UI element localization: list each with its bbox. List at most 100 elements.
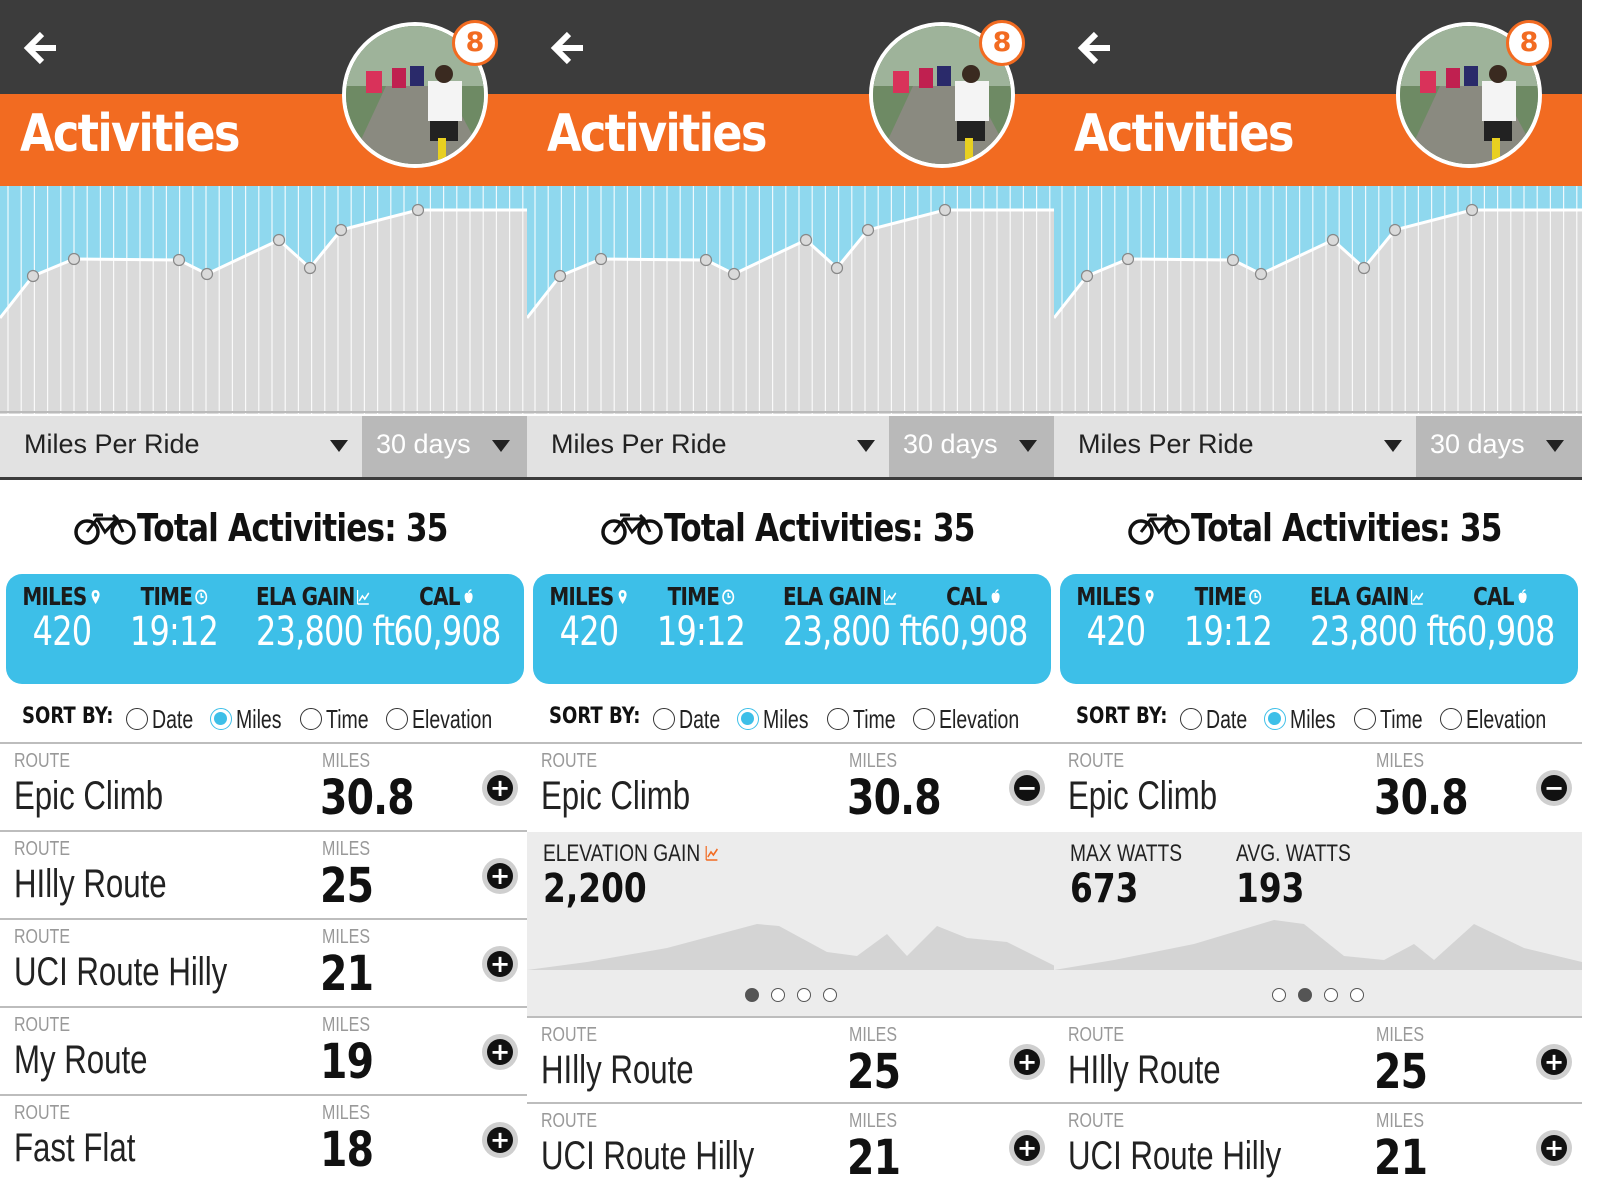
expand-toggle-button[interactable]: − (1536, 770, 1572, 806)
sort-by-bar: SORT BY: Date Miles Time Elevation (22, 700, 528, 736)
expand-toggle-button[interactable]: + (1009, 1130, 1045, 1166)
activity-row[interactable]: ROUTE UCI Route Hilly MILES 21 + (0, 918, 528, 1006)
expand-toggle-button[interactable]: + (482, 770, 518, 806)
route-caption: ROUTE (1068, 750, 1124, 772)
chart-point (272, 233, 286, 247)
stat-label-text: TIME (1194, 582, 1247, 611)
activity-row-expanded[interactable]: ROUTE Epic Climb MILES 30.8 − (527, 742, 1055, 832)
chart-point (830, 261, 844, 275)
detail-metric-label: ELEVATION GAIN (543, 840, 718, 868)
bicycle-icon (600, 511, 664, 545)
chart-point (303, 261, 317, 275)
back-arrow-icon[interactable] (1076, 28, 1116, 68)
page-dot[interactable] (823, 988, 837, 1002)
page-dot[interactable] (797, 988, 811, 1002)
page-dot[interactable] (1298, 988, 1312, 1002)
route-caption: ROUTE (14, 926, 70, 948)
activity-row[interactable]: ROUTE HIlly Route MILES 25 + (527, 1016, 1055, 1102)
page-dot[interactable] (1324, 988, 1338, 1002)
page-dot[interactable] (745, 988, 759, 1002)
detail-metric-value: 193 (1236, 866, 1305, 912)
page-dot[interactable] (771, 988, 785, 1002)
expand-toggle-button[interactable]: + (1009, 1044, 1045, 1080)
miles-value: 18 (320, 1122, 374, 1178)
radio-circle (1180, 708, 1202, 730)
activity-row[interactable]: ROUTE Fast Flat MILES 18 + (0, 1094, 528, 1182)
page-indicator (527, 988, 1055, 1008)
map-pin-icon (618, 590, 627, 604)
filter-bar: Miles Per Ride 30 days (1054, 416, 1582, 480)
activity-row[interactable]: ROUTE HIlly Route MILES 25 + (1054, 1016, 1582, 1102)
chart-point (938, 203, 952, 217)
page-dot[interactable] (1350, 988, 1364, 1002)
notification-badge[interactable]: 8 (979, 20, 1025, 66)
chart-point (334, 223, 348, 237)
toggle-symbol: + (1541, 1135, 1567, 1161)
chart-point (727, 267, 741, 281)
range-dropdown[interactable]: 30 days (1416, 416, 1582, 477)
route-caption: ROUTE (14, 750, 70, 772)
stat-label: MILES (533, 582, 645, 611)
sort-radio-label: Date (1206, 704, 1248, 734)
sort-by-bar: SORT BY: Date Miles Time Elevation (549, 700, 1055, 736)
map-pin-icon (91, 590, 100, 604)
back-arrow-icon[interactable] (549, 28, 589, 68)
activity-row[interactable]: ROUTE UCI Route Hilly MILES 21 + (1054, 1102, 1582, 1185)
stat-label-text: ELA GAIN (256, 582, 355, 611)
metric-dropdown[interactable]: Miles Per Ride (0, 416, 362, 477)
route-name: HIlly Route (1068, 1048, 1221, 1092)
metric-dropdown-value: Miles Per Ride (24, 429, 200, 459)
stat-value: 60,908 (1447, 609, 1555, 655)
activity-row[interactable]: ROUTE HIlly Route MILES 25 + (0, 830, 528, 918)
sort-radio-label: Elevation (939, 704, 1020, 734)
back-arrow-icon[interactable] (22, 28, 62, 68)
toggle-symbol: + (487, 1127, 513, 1153)
activity-row-expanded[interactable]: ROUTE Epic Climb MILES 30.8 − (1054, 742, 1582, 832)
apple-icon (464, 589, 473, 604)
activity-row[interactable]: ROUTE My Route MILES 19 + (0, 1006, 528, 1094)
metric-dropdown[interactable]: Miles Per Ride (1054, 416, 1416, 477)
radio-circle (1440, 708, 1462, 730)
expand-toggle-button[interactable]: + (1536, 1130, 1572, 1166)
radio-circle (210, 708, 232, 730)
activities-screen: Activities 8 Miles Per Ride 30 days Total Ac… (0, 0, 528, 1185)
notification-badge[interactable]: 8 (1506, 20, 1552, 66)
activity-detail-panel[interactable]: MAX WATTS 673 AVG. WATTS 193 (1054, 832, 1582, 1018)
total-activities: Total Activities: 35 (1054, 506, 1582, 556)
page-dot[interactable] (1272, 988, 1286, 1002)
trend-icon (705, 846, 718, 861)
expand-toggle-button[interactable]: + (482, 946, 518, 982)
route-caption: ROUTE (541, 1110, 597, 1132)
stat-value: 19:12 (1183, 609, 1273, 655)
stat-value: 23,800 ft (256, 609, 395, 655)
expand-toggle-button[interactable]: + (482, 1034, 518, 1070)
detail-metric-value: 673 (1070, 866, 1139, 912)
miles-caption: MILES (849, 750, 898, 772)
chevron-down-icon (492, 440, 510, 452)
activity-row[interactable]: ROUTE UCI Route Hilly MILES 21 + (527, 1102, 1055, 1185)
metric-dropdown[interactable]: Miles Per Ride (527, 416, 889, 477)
expand-toggle-button[interactable]: + (482, 858, 518, 894)
expand-toggle-button[interactable]: + (482, 1122, 518, 1158)
route-name: Epic Climb (14, 774, 164, 818)
bicycle-icon (1127, 511, 1191, 545)
stat-label: MILES (1060, 582, 1172, 611)
stat-label: TIME (118, 582, 230, 611)
activity-detail-panel[interactable]: ELEVATION GAIN 2,200 (527, 832, 1055, 1018)
notification-badge[interactable]: 8 (452, 20, 498, 66)
stat-label-text: CAL (946, 582, 987, 611)
stat-label: ELA GAIN (256, 582, 370, 611)
total-activities: Total Activities: 35 (0, 506, 528, 556)
range-dropdown[interactable]: 30 days (889, 416, 1055, 477)
chevron-down-icon (857, 440, 875, 452)
chart-point (172, 253, 186, 267)
range-dropdown-value: 30 days (376, 429, 471, 459)
expand-toggle-button[interactable]: − (1009, 770, 1045, 806)
range-dropdown-value: 30 days (903, 429, 998, 459)
activity-row[interactable]: ROUTE Epic Climb MILES 30.8 + (0, 742, 528, 830)
stat-label-text: CAL (419, 582, 460, 611)
miles-value: 25 (320, 858, 374, 914)
chart-point (1388, 223, 1402, 237)
range-dropdown[interactable]: 30 days (362, 416, 528, 477)
expand-toggle-button[interactable]: + (1536, 1044, 1572, 1080)
